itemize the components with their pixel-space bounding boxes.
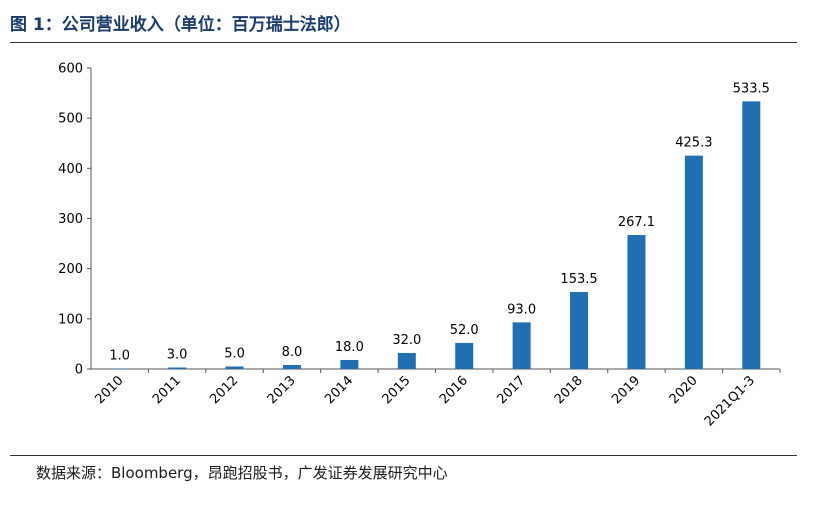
figure-title: 图 1：公司营业收入（单位：百万瑞士法郎） [10, 15, 351, 35]
bar-2014 [340, 359, 359, 369]
top-rule [10, 42, 797, 43]
bar-2020 [684, 155, 703, 369]
data-label-2015: 32.0 [392, 333, 421, 348]
y-axis: 0 100 200 300 400 500 600 [58, 62, 92, 378]
x-tick-label: 2010 [93, 373, 127, 407]
y-tick-label: 200 [58, 262, 83, 277]
x-tick-label: 2019 [609, 373, 643, 407]
bottom-rule [10, 455, 797, 456]
data-label-2016: 52.0 [450, 323, 479, 338]
x-tick-label: 2016 [437, 373, 471, 407]
bar-chart: 0 100 200 300 400 500 600 2010 2011 2012 2013 2014… [58, 62, 781, 429]
bar-2019 [627, 235, 646, 369]
x-tick-label: 2018 [552, 373, 586, 407]
data-label-2010: 1.0 [109, 348, 130, 363]
y-tick-label: 500 [58, 112, 83, 127]
data-label-2012: 5.0 [224, 346, 245, 361]
x-tick-label: 2020 [667, 373, 701, 407]
data-label-2017: 93.0 [507, 302, 536, 317]
data-label-2021Q1-3: 533.5 [733, 81, 770, 96]
bar-2012 [225, 366, 244, 369]
x-tick-label: 2011 [150, 373, 184, 407]
x-tick-label: 2014 [322, 373, 356, 407]
data-label-2014: 18.0 [335, 340, 364, 355]
data-label-2011: 3.0 [167, 347, 188, 362]
bar-2013 [282, 364, 301, 369]
bar-2016 [455, 342, 474, 369]
data-label-2020: 425.3 [675, 136, 712, 151]
x-tick-label: 2015 [380, 373, 414, 407]
bar-2021Q1-3 [742, 101, 761, 369]
x-tick-label: 2021Q1-3 [702, 373, 758, 429]
bar-2018 [570, 291, 589, 369]
source-note: 数据来源：Bloomberg，昂跑招股书，广发证券发展研究中心 [36, 464, 448, 482]
x-tick-label: 2012 [207, 373, 241, 407]
bar-2011 [168, 367, 187, 369]
data-label-2019: 267.1 [618, 215, 655, 230]
y-tick-label: 0 [75, 363, 83, 378]
data-labels: 1.0 3.0 5.0 8.0 18.0 32.0 52.0 93.0 153.5 267.1 42… [109, 81, 770, 363]
bar-2017 [512, 322, 531, 369]
data-label-2013: 8.0 [282, 345, 303, 360]
y-tick-label: 100 [58, 312, 83, 327]
x-tick-label: 2017 [494, 373, 528, 407]
bar-2015 [397, 352, 416, 369]
data-label-2018: 153.5 [560, 272, 597, 287]
y-tick-label: 300 [58, 212, 83, 227]
y-tick-label: 600 [58, 62, 83, 77]
x-tick-label: 2013 [265, 373, 299, 407]
bars [110, 101, 761, 370]
bar-2010 [110, 368, 129, 370]
y-tick-label: 400 [58, 162, 83, 177]
x-axis: 2010 2011 2012 2013 2014 2015 2016 2017 2018 2019… [91, 368, 781, 429]
